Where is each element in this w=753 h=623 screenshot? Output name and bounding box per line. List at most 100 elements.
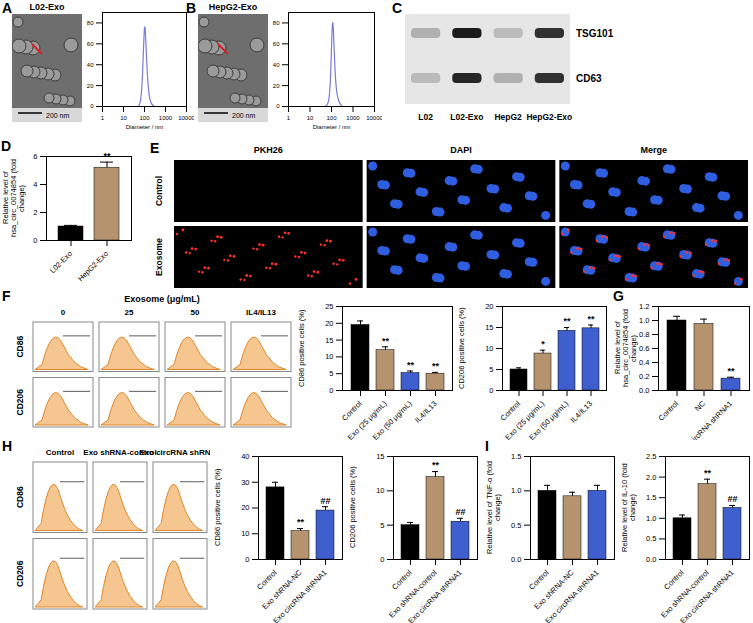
svg-text:CD63: CD63 bbox=[576, 73, 602, 84]
svg-text:200 nm: 200 nm bbox=[46, 112, 70, 119]
svg-text:1.5: 1.5 bbox=[511, 452, 521, 461]
svg-text:2: 2 bbox=[33, 208, 37, 217]
svg-text:40: 40 bbox=[241, 452, 249, 461]
svg-text:**: ** bbox=[432, 361, 440, 371]
svg-text:1.0: 1.0 bbox=[646, 514, 656, 523]
svg-text:30: 30 bbox=[241, 478, 249, 487]
svg-text:0: 0 bbox=[329, 386, 333, 395]
svg-text:80: 80 bbox=[87, 20, 94, 26]
svg-text:2.5: 2.5 bbox=[646, 452, 656, 461]
svg-text:0.5: 0.5 bbox=[646, 534, 656, 543]
svg-text:1.0: 1.0 bbox=[511, 486, 521, 495]
svg-text:10: 10 bbox=[325, 352, 333, 361]
svg-text:Exo circRNA shRNA1: Exo circRNA shRNA1 bbox=[678, 568, 735, 623]
svg-text:1.2: 1.2 bbox=[639, 302, 649, 311]
svg-text:15: 15 bbox=[485, 323, 493, 332]
svg-text:0.0: 0.0 bbox=[511, 555, 521, 564]
svg-text:*: * bbox=[541, 339, 545, 349]
svg-text:40: 40 bbox=[273, 62, 280, 68]
svg-text:10: 10 bbox=[241, 529, 249, 538]
svg-text:5: 5 bbox=[489, 365, 493, 374]
svg-text:10: 10 bbox=[120, 115, 127, 121]
svg-text:CD206: CD206 bbox=[15, 389, 25, 416]
svg-text:Exo circRNA shRNA1: Exo circRNA shRNA1 bbox=[139, 448, 210, 457]
svg-text:0: 0 bbox=[489, 386, 493, 395]
svg-text:10000: 10000 bbox=[178, 115, 194, 121]
svg-text:**: ** bbox=[432, 460, 440, 470]
svg-text:L02-Exo: L02-Exo bbox=[450, 112, 483, 122]
svg-text:10: 10 bbox=[485, 344, 493, 353]
svg-text:60: 60 bbox=[273, 41, 280, 47]
svg-text:0.0: 0.0 bbox=[646, 555, 656, 564]
svg-text:0.0: 0.0 bbox=[639, 386, 649, 395]
svg-text:IL4/IL13: IL4/IL13 bbox=[569, 399, 595, 425]
svg-text:circRNA shRNA1: circRNA shRNA1 bbox=[687, 399, 734, 440]
svg-text:**: ** bbox=[382, 336, 390, 346]
svg-text:0.4: 0.4 bbox=[639, 358, 649, 367]
svg-text:Control: Control bbox=[255, 568, 279, 592]
svg-text:Control: Control bbox=[154, 176, 164, 206]
svg-text:0: 0 bbox=[276, 103, 280, 109]
svg-text:**: ** bbox=[704, 468, 712, 478]
svg-text:10: 10 bbox=[376, 486, 384, 495]
svg-text:20: 20 bbox=[273, 83, 280, 89]
svg-text:25: 25 bbox=[125, 308, 134, 317]
svg-text:20: 20 bbox=[87, 83, 94, 89]
svg-text:5: 5 bbox=[380, 521, 384, 530]
svg-text:0: 0 bbox=[245, 555, 249, 564]
svg-text:HepG2-Exo: HepG2-Exo bbox=[526, 112, 572, 122]
svg-text:TSG101: TSG101 bbox=[576, 28, 614, 39]
svg-text:CD86: CD86 bbox=[15, 336, 25, 358]
svg-text:**: ** bbox=[727, 366, 735, 376]
svg-text:100: 100 bbox=[139, 115, 150, 121]
svg-text:Control: Control bbox=[390, 568, 414, 592]
svg-text:1000: 1000 bbox=[159, 115, 173, 121]
svg-text:L02-Exo: L02-Exo bbox=[48, 249, 74, 275]
svg-text:2.0: 2.0 bbox=[646, 473, 656, 482]
svg-text:0: 0 bbox=[33, 236, 37, 245]
svg-text:IL4/IL13: IL4/IL13 bbox=[413, 399, 439, 425]
svg-text:##: ## bbox=[455, 507, 465, 517]
svg-text:HepG2-Exo: HepG2-Exo bbox=[76, 249, 110, 283]
svg-text:0.8: 0.8 bbox=[639, 330, 649, 339]
svg-text:0.5: 0.5 bbox=[511, 521, 521, 530]
svg-text:6: 6 bbox=[33, 152, 37, 161]
svg-text:1000: 1000 bbox=[346, 115, 360, 121]
svg-text:Diameter / nm: Diameter / nm bbox=[313, 124, 351, 130]
svg-text:**: ** bbox=[407, 360, 415, 370]
svg-text:0.6: 0.6 bbox=[639, 344, 649, 353]
svg-text:Control: Control bbox=[46, 448, 74, 457]
svg-text:IL4/IL13: IL4/IL13 bbox=[246, 308, 276, 317]
svg-text:##: ## bbox=[320, 496, 330, 506]
svg-text:Control: Control bbox=[662, 568, 686, 592]
svg-text:20: 20 bbox=[241, 503, 249, 512]
svg-text:CD206: CD206 bbox=[15, 560, 25, 587]
svg-text:Exo circRNA shRNA1: Exo circRNA shRNA1 bbox=[271, 568, 328, 623]
svg-text:HepG2: HepG2 bbox=[494, 112, 522, 122]
svg-text:10000: 10000 bbox=[366, 115, 382, 121]
svg-text:40: 40 bbox=[87, 62, 94, 68]
svg-text:Control: Control bbox=[340, 399, 364, 423]
svg-text:1: 1 bbox=[101, 115, 105, 121]
svg-text:4: 4 bbox=[33, 180, 37, 189]
svg-text:DAPI: DAPI bbox=[450, 145, 472, 155]
svg-text:L02: L02 bbox=[418, 112, 433, 122]
svg-text:20: 20 bbox=[485, 302, 493, 311]
svg-text:25: 25 bbox=[325, 302, 333, 311]
svg-text:5: 5 bbox=[329, 369, 333, 378]
svg-text:60: 60 bbox=[87, 41, 94, 47]
svg-text:20: 20 bbox=[325, 319, 333, 328]
svg-text:**: ** bbox=[563, 316, 571, 326]
svg-text:Exo circRNA shRNA1: Exo circRNA shRNA1 bbox=[543, 568, 600, 623]
svg-text:Control: Control bbox=[527, 568, 551, 592]
svg-text:**: ** bbox=[587, 314, 595, 324]
svg-text:200 nm: 200 nm bbox=[232, 112, 256, 119]
svg-text:NC: NC bbox=[693, 399, 707, 413]
svg-text:**: ** bbox=[103, 151, 111, 161]
svg-text:Exo (50 μg/mL): Exo (50 μg/mL) bbox=[371, 399, 414, 440]
svg-text:Exo (50 μg/mL): Exo (50 μg/mL) bbox=[527, 399, 570, 440]
svg-text:CD86: CD86 bbox=[15, 486, 25, 508]
svg-text:10: 10 bbox=[307, 115, 314, 121]
svg-text:1.5: 1.5 bbox=[646, 493, 656, 502]
svg-text:100: 100 bbox=[326, 115, 337, 121]
